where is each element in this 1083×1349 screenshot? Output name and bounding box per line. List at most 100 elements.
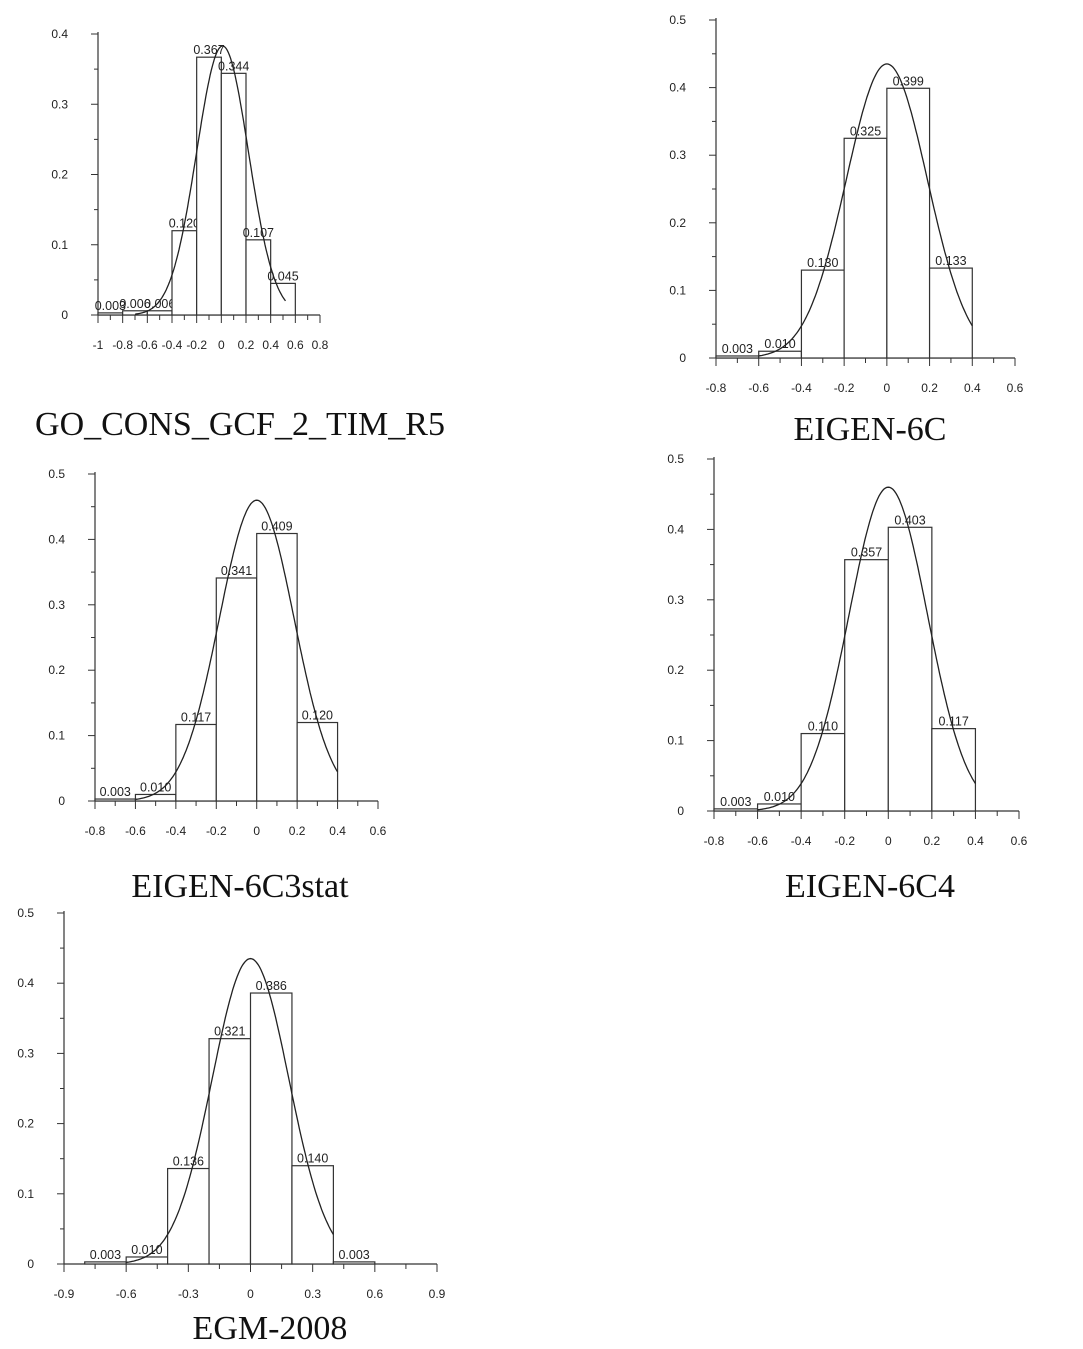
x-tick-label: -0.2 bbox=[206, 824, 227, 838]
x-tick-label: -0.4 bbox=[791, 834, 812, 848]
x-tick-label: -0.6 bbox=[137, 338, 158, 352]
histogram-chart: 00.10.20.30.40.5-0.8 -0.6 -0.4 -0.2 0 0.2 0.4 0… bbox=[667, 452, 1028, 848]
x-tick-label: 0.4 bbox=[329, 824, 346, 838]
histogram-bar bbox=[125, 1256, 169, 1265]
x-tick-label: 0 bbox=[885, 834, 892, 848]
bar-data-label: 0.003 bbox=[100, 785, 131, 799]
normal-fit-curve bbox=[758, 63, 973, 357]
x-tick-label: 0 bbox=[247, 1287, 254, 1301]
y-tick-label: 0 bbox=[677, 804, 684, 818]
bar-data-label: 0.130 bbox=[807, 256, 838, 270]
x-tick-label: -0.2 bbox=[834, 381, 855, 395]
chart-caption: GO_CONS_GCF_2_TIM_R5 bbox=[35, 406, 445, 443]
x-tick-label: 0.4 bbox=[964, 381, 981, 395]
histogram-bar bbox=[249, 992, 293, 1265]
normal-fit-curve bbox=[126, 957, 334, 1264]
histogram-chart: 0 0.1 0.2 0.3 0.4 -1 -0.8 -0.6 -0.4 -0.2 0 0.2 0.4 0.… bbox=[51, 27, 329, 352]
y-tick-label: 0.4 bbox=[48, 532, 65, 546]
histogram-bar bbox=[256, 532, 298, 802]
histogram-bar bbox=[800, 732, 846, 812]
bar-data-label: 0.010 bbox=[131, 1243, 162, 1257]
y-tick-label: 0.3 bbox=[667, 593, 684, 607]
normal-fit-curve bbox=[134, 45, 287, 315]
bar-data-label: 0.117 bbox=[938, 715, 968, 729]
x-tick-label: 0.2 bbox=[238, 338, 255, 352]
x-tick-label: -0.4 bbox=[162, 338, 183, 352]
chart-caption: EIGEN-6C4 bbox=[785, 868, 955, 905]
normal-fit-curve bbox=[135, 499, 339, 801]
x-tick-label: 0.6 bbox=[1011, 834, 1028, 848]
histogram-bar bbox=[270, 282, 296, 316]
y-tick-label: 0 bbox=[679, 351, 686, 365]
x-tick-label: -0.2 bbox=[186, 338, 207, 352]
bar-data-label: 0.117 bbox=[181, 710, 211, 724]
y-tick-label: 0.4 bbox=[667, 522, 684, 536]
x-tick-label: 0.2 bbox=[289, 824, 306, 838]
chart-panel: 0 0.1 0.2 0.3 0.4 0.5 -0.8 -0.6 -0.4 -0.2 0 0.2 0.4 0… bbox=[667, 452, 1028, 905]
x-tick-label: -0.8 bbox=[112, 338, 133, 352]
histogram-chart: 00.10.20.30.40.5-0.8 -0.6 -0.4 -0.2 0 0.2 0.4 0… bbox=[48, 467, 386, 838]
x-tick-label: -0.8 bbox=[704, 834, 725, 848]
y-tick-label: 0.1 bbox=[48, 729, 65, 743]
bar-data-label: 0.357 bbox=[851, 546, 882, 560]
histogram-bar bbox=[713, 808, 759, 812]
bar-data-label: 0.003 bbox=[90, 1248, 121, 1262]
histogram-bar bbox=[931, 728, 977, 812]
histogram-bar bbox=[296, 721, 339, 802]
x-tick-label: -0.6 bbox=[125, 824, 146, 838]
y-tick-label: 0 bbox=[27, 1257, 34, 1271]
x-tick-label: -0.2 bbox=[834, 834, 855, 848]
x-tick-label: -0.8 bbox=[85, 824, 106, 838]
y-tick-label: 0.5 bbox=[667, 452, 684, 466]
y-tick-label: 0.3 bbox=[48, 598, 65, 612]
chart-panel: 0 0.1 0.2 0.3 0.4 0.5 -0.9 -0.6 -0.3 0 0.3 0.6 0.9 0.… bbox=[0, 0, 540, 1349]
chart-caption: EIGEN-6C3stat bbox=[131, 868, 349, 905]
histogram-bar bbox=[844, 559, 889, 812]
y-tick-label: 0.1 bbox=[17, 1187, 34, 1201]
histogram-bar bbox=[800, 269, 845, 359]
bar-data-label: 0.120 bbox=[302, 709, 333, 723]
x-tick-label: 0.2 bbox=[921, 381, 938, 395]
y-tick-label: 0.1 bbox=[669, 283, 686, 297]
bar-data-label: 0.003 bbox=[338, 1248, 369, 1262]
x-tick-label: -0.3 bbox=[178, 1287, 199, 1301]
chart-caption: EGM-2008 bbox=[192, 1310, 348, 1347]
y-tick-label: 0.1 bbox=[51, 238, 68, 252]
bar-data-label: 0.399 bbox=[893, 74, 924, 88]
y-tick-label: 0.3 bbox=[51, 97, 68, 111]
x-tick-label: 0.6 bbox=[287, 338, 304, 352]
histogram-bar bbox=[756, 803, 802, 812]
bar-data-label: 0.140 bbox=[297, 1152, 328, 1166]
y-tick-label: 0 bbox=[58, 794, 65, 808]
bar-data-label: 0.003 bbox=[720, 795, 751, 809]
bar-data-label: 0.003 bbox=[95, 299, 126, 313]
bar-data-label: 0.010 bbox=[764, 337, 795, 351]
y-tick-label: 0.2 bbox=[669, 216, 686, 230]
histogram-chart: 0 0.1 0.2 0.3 0.4 0.5 -0.9 -0.6 -0.3 0 0.3 0.6 0.9 0.… bbox=[17, 906, 445, 1301]
histogram-bar bbox=[208, 1038, 252, 1265]
bar-data-label: 0.006 bbox=[144, 297, 175, 311]
x-tick-label: 0 bbox=[253, 824, 260, 838]
bar-data-label: 0.321 bbox=[214, 1025, 245, 1039]
y-tick-label: 0.3 bbox=[17, 1046, 34, 1060]
bar-data-label: 0.403 bbox=[894, 513, 925, 527]
x-tick-label: -0.6 bbox=[748, 381, 769, 395]
y-tick-label: 0.1 bbox=[667, 734, 684, 748]
x-tick-label: 0.8 bbox=[312, 338, 329, 352]
x-tick-label: 0.4 bbox=[262, 338, 279, 352]
histogram-bar bbox=[215, 577, 258, 802]
y-tick-label: 0.2 bbox=[667, 663, 684, 677]
x-tick-label: 0.6 bbox=[366, 1287, 383, 1301]
x-tick-label: -0.8 bbox=[706, 381, 727, 395]
normal-fit-curve bbox=[757, 486, 976, 811]
x-tick-label: 0.6 bbox=[1007, 381, 1024, 395]
bar-data-label: 0.386 bbox=[256, 979, 287, 993]
bar-data-label: 0.325 bbox=[850, 124, 881, 138]
bar-data-label: 0.136 bbox=[173, 1155, 204, 1169]
y-tick-label: 0.4 bbox=[669, 81, 686, 95]
x-tick-label: -0.9 bbox=[54, 1287, 75, 1301]
histogram-bar bbox=[84, 1261, 127, 1265]
y-tick-label: 0.5 bbox=[669, 13, 686, 27]
chart-caption: EIGEN-6C bbox=[793, 411, 947, 448]
histogram-chart: 00.10.20.30.40.5-0.8 -0.6 -0.4 -0.2 0 0.2 0.4 0… bbox=[669, 13, 1024, 395]
